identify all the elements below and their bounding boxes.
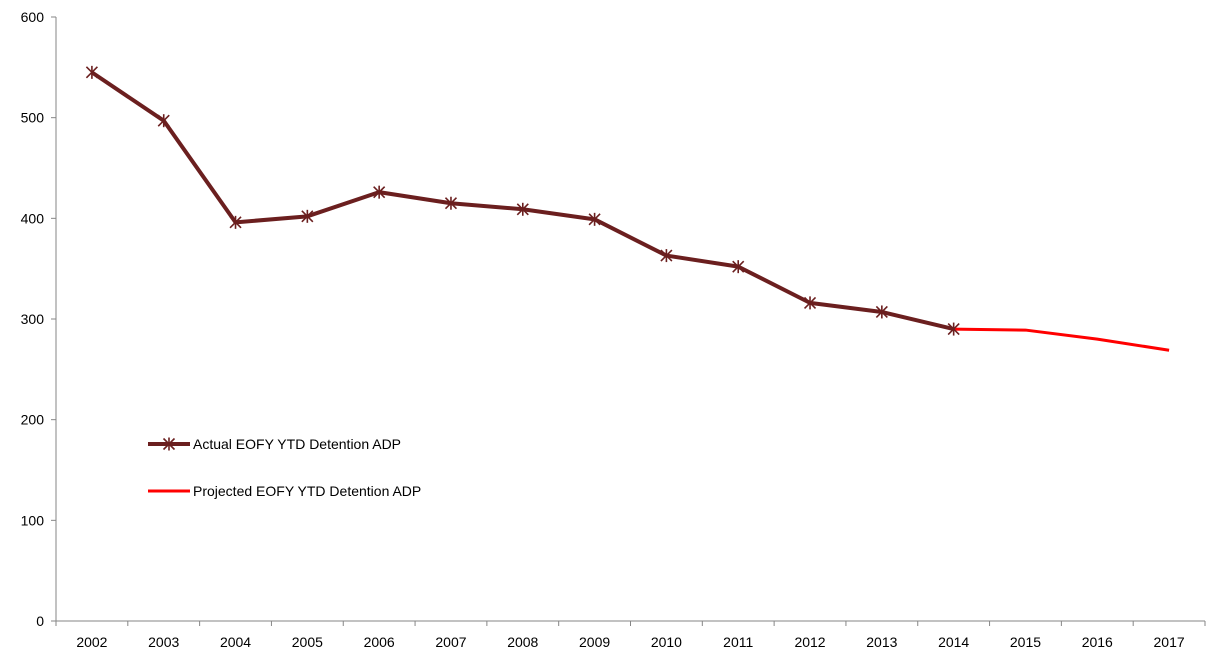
series-line-projected bbox=[953, 327, 1170, 352]
x-axis: 2002 2003 2004 2005 2006 2007 2008 2009 2010 2011… bbox=[55, 620, 1206, 650]
data-point-marker bbox=[875, 305, 888, 319]
y-tick-label: 500 bbox=[21, 110, 45, 126]
y-tick-label: 0 bbox=[36, 613, 44, 629]
x-tick-label: 2017 bbox=[1154, 634, 1185, 650]
y-tick-label: 400 bbox=[21, 210, 45, 226]
legend-label-projected: Projected EOFY YTD Detention ADP bbox=[193, 483, 421, 499]
legend: Actual EOFY YTD Detention ADP Projected E… bbox=[148, 436, 421, 499]
data-point-marker bbox=[301, 209, 314, 223]
y-tick-label: 600 bbox=[21, 9, 45, 25]
data-point-marker bbox=[660, 249, 673, 263]
y-tick-label: 100 bbox=[21, 512, 45, 528]
x-tick-label: 2006 bbox=[364, 634, 395, 650]
data-point-marker bbox=[157, 114, 170, 128]
data-point-marker bbox=[373, 185, 386, 199]
plot-area bbox=[85, 65, 1170, 352]
data-point-marker bbox=[803, 296, 817, 310]
x-tick-label: 2011 bbox=[723, 634, 753, 650]
data-point-marker bbox=[732, 260, 745, 274]
legend-marker-actual bbox=[162, 437, 176, 451]
y-axis: 0 100 200 300 400 500 600 bbox=[21, 9, 57, 629]
y-tick-label: 300 bbox=[21, 311, 45, 327]
x-tick-label: 2012 bbox=[794, 634, 825, 650]
legend-label-actual: Actual EOFY YTD Detention ADP bbox=[193, 436, 401, 452]
series-line-actual bbox=[90, 70, 955, 332]
data-point-marker bbox=[947, 322, 960, 336]
x-tick-label: 2016 bbox=[1082, 634, 1113, 650]
x-tick-label: 2004 bbox=[220, 634, 251, 650]
x-tick-label: 2007 bbox=[435, 634, 466, 650]
x-tick-label: 2013 bbox=[866, 634, 897, 650]
x-tick-label: 2009 bbox=[579, 634, 610, 650]
x-tick-label: 2002 bbox=[76, 634, 107, 650]
data-point-marker bbox=[516, 202, 529, 216]
x-tick-label: 2005 bbox=[292, 634, 323, 650]
x-tick-label: 2010 bbox=[651, 634, 682, 650]
x-tick-label: 2014 bbox=[938, 634, 969, 650]
x-tick-label: 2008 bbox=[507, 634, 538, 650]
data-point-marker bbox=[229, 215, 242, 229]
data-point-marker bbox=[444, 196, 458, 210]
data-point-marker bbox=[85, 65, 98, 79]
x-tick-label: 2015 bbox=[1010, 634, 1041, 650]
x-tick-label: 2003 bbox=[148, 634, 179, 650]
y-tick-label: 200 bbox=[21, 412, 45, 428]
data-point-marker bbox=[588, 212, 601, 226]
